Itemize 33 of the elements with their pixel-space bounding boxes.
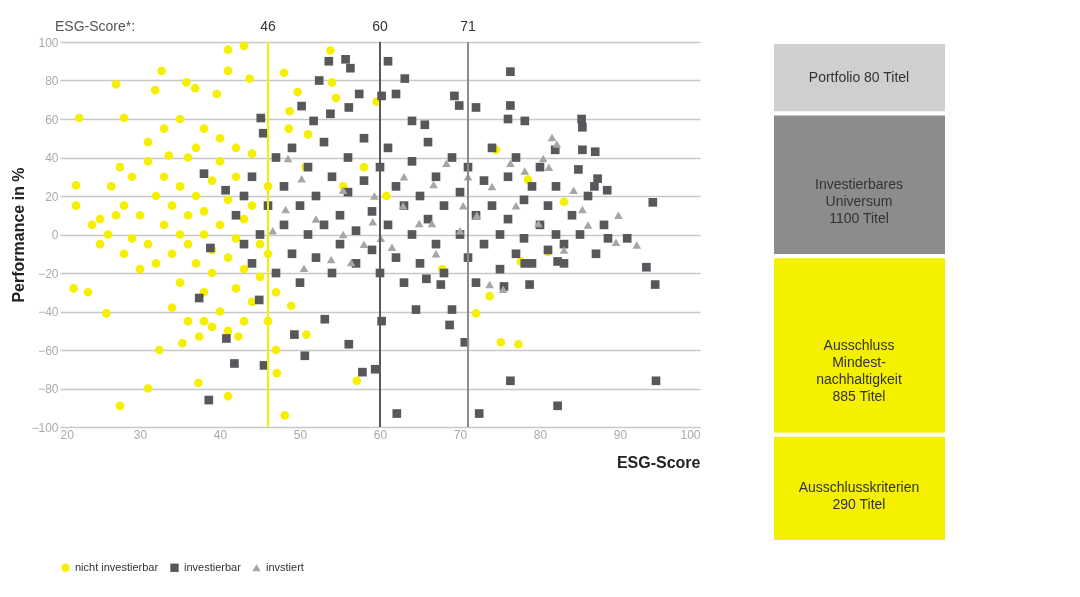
y-tick-label: 80 [45,74,59,88]
x-tick-label: 100 [680,427,701,442]
category-label: Ausschluss Mindest- nachhaltigkeit 885 Titel [816,336,902,404]
ref-line-label: 46 [260,18,276,34]
x-tick-label: 70 [453,427,468,442]
category-label: Investierbares Universum 1100 Titel [815,175,903,226]
x-axis-title: ESG-Score [616,453,701,471]
y-tick-label: −80 [38,382,59,396]
x-tick-label: 60 [373,427,388,442]
y-tick-label: 40 [45,151,59,165]
category-label: Ausschlusskriterien 290 Titel [798,479,920,513]
y-tick-label: −20 [38,266,59,281]
y-tick-label: −60 [38,343,59,358]
text: ESG-Score*: [55,18,136,34]
x-tick-label: 90 [613,427,628,442]
category-label: Portfolio 80 Titel [808,68,910,85]
y-axis-title: Performance in % [10,167,28,303]
legend-label: invstiert [266,560,304,573]
ref-line-label: 60 [372,18,388,34]
legend-label: investierbar [184,560,242,573]
x-tick-label: 50 [293,427,308,442]
y-tick-label: 0 [51,228,59,242]
y-tick-label: 60 [45,112,59,127]
ref-line-label: 71 [460,18,476,34]
x-tick-label: 80 [533,427,548,442]
y-tick-label: −40 [38,305,59,319]
y-tick-label: 100 [38,35,59,50]
y-tick-label: −100 [31,420,59,435]
y-tick-label: 20 [45,189,59,204]
x-tick-label: 30 [133,427,148,442]
legend-label: nicht investierbar [75,560,159,573]
x-tick-label: 20 [60,427,75,442]
x-tick-label: 40 [213,427,228,442]
